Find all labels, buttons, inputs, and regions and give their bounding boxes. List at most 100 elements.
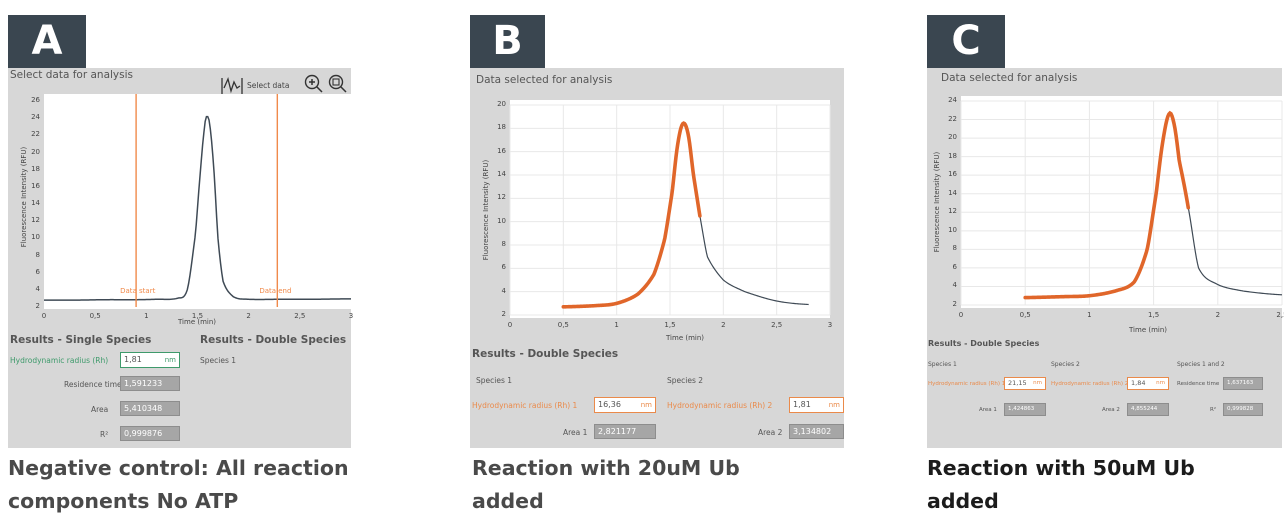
chart-title: Select data for analysis: [10, 69, 134, 81]
y-tick-label: 24: [948, 96, 957, 104]
residence-time-value: 1,637163: [1223, 377, 1263, 390]
hydro-radius-2-field[interactable]: 1,81 nm: [789, 397, 844, 413]
y-tick-label: 10: [948, 225, 957, 234]
y-tick-label: 10: [497, 216, 506, 225]
data-end-label: Data end: [259, 287, 291, 295]
chart-b: [509, 104, 831, 316]
y-tick-label: 14: [497, 170, 506, 178]
caption-line-2: added: [472, 489, 544, 513]
y-tick-label: 2: [501, 310, 506, 318]
y-tick-label: 18: [948, 151, 957, 160]
y-tick-label: 20: [497, 100, 506, 108]
unit-label: nm: [828, 401, 840, 409]
y-tick-label: 20: [948, 133, 957, 142]
residence-time-label: Residence time: [64, 380, 122, 389]
selected-range-highlight: [561, 121, 702, 309]
x-tick-label: 2,5: [294, 312, 306, 320]
r2-label: R²: [100, 430, 109, 439]
r2-value: 0,999876: [120, 426, 180, 441]
x-tick-label: 0,5: [1019, 311, 1031, 319]
species-1-label: Species 1: [476, 376, 513, 385]
x-tick-label: 0,5: [89, 312, 101, 320]
y-tick-label: 6: [35, 267, 40, 276]
zoom-in-icon[interactable]: [304, 74, 324, 94]
unit-label: nm: [1033, 380, 1042, 386]
y-tick-label: 16: [31, 181, 40, 190]
zoom-fit-icon[interactable]: [328, 74, 348, 94]
y-tick-label: 6: [501, 263, 506, 272]
x-axis-label: Time (min): [666, 334, 705, 342]
hydro-radius-1-label: Hydrodynamic radius (Rh) 1: [472, 401, 578, 410]
y-tick-label: 14: [948, 188, 957, 197]
x-tick-label: 1,5: [191, 312, 204, 320]
area-2-value: 4,855244: [1127, 403, 1169, 416]
x-axis-label: Time (min): [178, 318, 217, 326]
y-axis-label: Fluorescence Intensity (RFU): [482, 159, 490, 261]
y-tick-label: 4: [35, 284, 40, 293]
y-tick-label: 4: [952, 281, 957, 290]
caption-line-1: Reaction with 20uM Ub: [472, 456, 740, 480]
area-1-label: Area 1: [563, 428, 588, 437]
hydro-radius-2-label: Hydrodynamic radius (Rh) 2: [667, 401, 773, 410]
y-tick-label: 4: [501, 286, 506, 295]
y-tick-label: 12: [31, 216, 40, 225]
area-1-value: 2,821177: [594, 424, 656, 439]
caption-c: Reaction with 50uM Ub added: [927, 452, 1282, 518]
hydro-radius-field[interactable]: 1,81 nm: [120, 352, 180, 368]
y-tick-label: 6: [952, 262, 957, 271]
data-start-label: Data start: [120, 287, 155, 295]
unit-label: nm: [1156, 380, 1165, 386]
y-tick-label: 22: [31, 130, 40, 139]
panel-badge-c: C: [927, 15, 1005, 68]
selected-range-highlight: [1023, 110, 1191, 300]
hydro-radius-label: Hydrodynamic radius (Rh): [10, 356, 109, 365]
x-tick-label: 1: [1087, 311, 1092, 319]
area-value: 5,410348: [120, 401, 180, 416]
hydro-radius-2-value: 1,84: [1131, 379, 1146, 387]
y-tick-label: 18: [497, 123, 506, 132]
y-tick-label: 8: [501, 240, 506, 248]
hydro-radius-1-label: Hydrodynamic radius (Rh) 1: [928, 381, 1006, 387]
x-tick-label: 1,5: [1148, 311, 1160, 319]
y-tick-label: 14: [31, 199, 40, 207]
residence-time-label: Residence time: [1177, 381, 1220, 387]
hydro-radius-2-value: 1,81: [793, 400, 811, 409]
hydro-radius-1-field[interactable]: 16,36 nm: [594, 397, 656, 413]
y-tick-label: 24: [31, 113, 40, 122]
results-title: Results - Double Species: [928, 339, 1040, 348]
results-title: Results - Double Species: [472, 348, 619, 360]
area-2-label: Area 2: [1102, 407, 1120, 413]
panel-a: A Select data for analysis Select data D…: [0, 0, 420, 516]
x-tick-label: 1,5: [664, 321, 676, 329]
x-tick-label: 1: [144, 312, 149, 320]
select-data-label: Select data: [247, 81, 290, 90]
chart-title: Data selected for analysis: [941, 72, 1078, 84]
unit-label: nm: [640, 401, 652, 409]
x-axis-label: Time (min): [1129, 326, 1168, 334]
x-tick-label: 3: [827, 321, 833, 329]
hydro-radius-2-label: Hydrodynamic radius (Rh) 2: [1051, 381, 1129, 387]
panel-badge-b: B: [470, 15, 545, 68]
x-tick-label: 2: [246, 312, 251, 320]
caption-line-2: added: [927, 489, 999, 513]
y-tick-label: 8: [35, 250, 40, 259]
x-tick-label: 2,5: [1276, 311, 1284, 319]
species-1-label: Species 1: [928, 361, 957, 368]
x-tick-label: 2,5: [771, 321, 783, 329]
species-2-label: Species 2: [667, 376, 704, 385]
r2-value: 0,999828: [1223, 403, 1263, 416]
hydro-radius-1-field[interactable]: 21,15 nm: [1004, 377, 1046, 390]
screen-c: Data selected for analysis Fluorescence …: [927, 68, 1284, 448]
y-tick-label: 12: [497, 193, 506, 202]
results-double-title: Results - Double Species: [200, 334, 347, 346]
residence-time-value: 1,591233: [120, 376, 180, 391]
hydro-radius-1-value: 16,36: [598, 400, 621, 409]
area-1-value: 1,424863: [1004, 403, 1046, 416]
plot-area[interactable]: [961, 96, 1282, 308]
series-line: [563, 122, 809, 308]
chart-a: Data start Data end: [44, 94, 351, 307]
y-tick-label: 16: [948, 170, 957, 179]
hydro-radius-value: 1,81: [124, 355, 142, 364]
panel-badge-a: A: [8, 15, 86, 68]
hydro-radius-2-field[interactable]: 1,84 nm: [1127, 377, 1169, 390]
